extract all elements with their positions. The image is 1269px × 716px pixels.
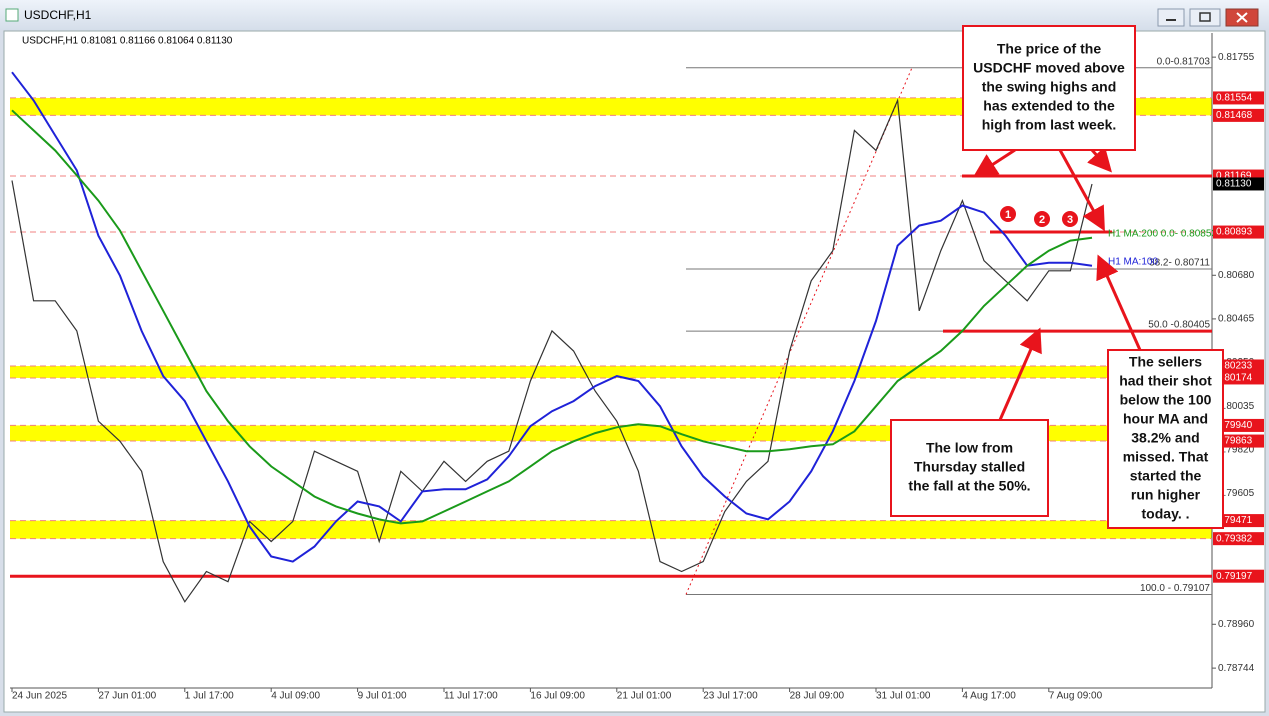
annotation-text: USDCHF moved above: [973, 60, 1125, 76]
marker-label: 1: [1005, 209, 1011, 221]
level-tag: [1213, 371, 1264, 385]
y-tick-label: 0.80465: [1218, 314, 1255, 325]
level-tag: [1213, 514, 1264, 528]
level-tag: [1213, 569, 1264, 583]
y-tick-label: 0.80035: [1218, 401, 1255, 412]
x-tick-label: 4 Jul 09:00: [271, 691, 320, 702]
level-label: 0.81169: [1216, 171, 1252, 182]
level-label: 0.79382: [1216, 533, 1253, 544]
arrow: [1096, 254, 1142, 351]
arrow: [1058, 149, 1105, 232]
zone: [10, 365, 1212, 378]
x-tick-label: 27 Jun 01:00: [98, 691, 156, 702]
annotation-text: the fall at the 50%.: [908, 478, 1030, 494]
level-label: 0.79940: [1216, 420, 1253, 431]
legend-entry: H1 MA:200 0.0- 0.80853: [1108, 228, 1217, 239]
x-tick-label: 24 Jun 2025: [12, 691, 67, 702]
level-tag: [1213, 177, 1264, 191]
level-tag: [1213, 225, 1264, 239]
annotation-box: [1107, 349, 1224, 529]
y-tick-label: 0.79820: [1218, 444, 1255, 455]
annotation-text: started the: [1130, 468, 1202, 484]
annotation-text: missed. That: [1123, 449, 1209, 465]
maximize-icon: [1199, 12, 1211, 22]
annotation-text: the swing highs and: [982, 79, 1117, 95]
ma-line: [11, 109, 1093, 525]
arrow: [1087, 146, 1112, 173]
x-tick-label: 11 Jul 17:00: [444, 691, 498, 702]
x-tick-label: 31 Jul 01:00: [876, 691, 931, 702]
annotation-text: The price of the: [997, 41, 1101, 57]
marker: [1062, 211, 1078, 227]
x-tick-label: 4 Aug 17:00: [962, 691, 1016, 702]
zone: [10, 520, 1212, 539]
annotation-box: [962, 25, 1136, 151]
annotation-text: Thursday stalled: [914, 459, 1025, 475]
price-line: [11, 98, 1093, 603]
level-label: 0.81554: [1216, 93, 1253, 104]
annotation-text: The sellers: [1129, 354, 1202, 370]
level-label: 0.79197: [1216, 571, 1253, 582]
level-label: 0.80233: [1216, 361, 1253, 372]
marker-label: 2: [1039, 214, 1045, 226]
window-title: USDCHF,H1: [24, 8, 92, 22]
fib-label: 0.0-0.81703: [1157, 56, 1211, 67]
y-tick-label: 0.80680: [1218, 270, 1255, 281]
chart-header: USDCHF,H1 0.81081 0.81166 0.81064 0.8113…: [22, 36, 233, 47]
window-icon: [5, 8, 19, 22]
annotation-text: below the 100: [1120, 392, 1212, 408]
annotation-text: high from last week.: [982, 117, 1117, 133]
level-tag: [1213, 532, 1264, 546]
level-label: 0.81468: [1216, 110, 1253, 121]
annotation-text: hour MA and: [1123, 411, 1208, 427]
level-tag: [1213, 359, 1264, 373]
y-tick-label: 0.78960: [1218, 619, 1255, 630]
arrows: [972, 146, 1142, 421]
level-tag: [1213, 434, 1264, 448]
x-tick-label: 1 Jul 17:00: [185, 691, 234, 702]
fib-diagonal: [685, 67, 913, 595]
x-tick-label: 7 Aug 09:00: [1049, 691, 1103, 702]
level-label: 0.81130: [1216, 179, 1252, 190]
annotation-text: 38.2% and: [1131, 430, 1199, 446]
annotation-text: had their shot: [1119, 373, 1212, 389]
x-tick-label: 9 Jul 01:00: [358, 691, 407, 702]
fib-label: 100.0 - 0.79107: [1140, 583, 1210, 594]
x-tick-label: 23 Jul 17:00: [703, 691, 758, 702]
zone: [10, 97, 1212, 116]
arrow: [998, 327, 1042, 421]
x-tick-label: 28 Jul 09:00: [790, 691, 845, 702]
arrow: [972, 148, 1016, 178]
maximize-button[interactable]: [1189, 8, 1221, 27]
level-label: 0.80893: [1216, 227, 1253, 238]
y-tick-label: 0.78744: [1218, 663, 1255, 674]
level-tag: [1213, 418, 1264, 432]
fib-label: 38.2- 0.80711: [1149, 258, 1210, 269]
fib-label: 50.0 -0.80405: [1148, 320, 1210, 331]
y-tick-label: 0.79605: [1218, 488, 1255, 499]
marker-label: 3: [1067, 214, 1073, 226]
marker: [1034, 211, 1050, 227]
level-tag: [1213, 91, 1264, 105]
x-tick-label: 21 Jul 01:00: [617, 691, 672, 702]
level-tag: [1213, 108, 1264, 122]
minimize-button[interactable]: [1157, 8, 1185, 27]
x-tick-label: 16 Jul 09:00: [530, 691, 585, 702]
annotation-box: [890, 419, 1049, 517]
legend-entry: H1 MA:100: [1108, 256, 1158, 267]
ma-line: [11, 71, 1093, 563]
close-icon: [1236, 12, 1248, 23]
level-label: 0.79863: [1216, 436, 1253, 447]
annotation-text: run higher: [1131, 487, 1201, 503]
level-label: 0.80174: [1216, 373, 1253, 384]
annotation-text: today. .: [1142, 506, 1190, 522]
annotation-text: The low from: [926, 440, 1013, 456]
annotation-text: has extended to the: [983, 98, 1115, 114]
level-label: 0.79471: [1216, 515, 1253, 526]
marker: [1000, 206, 1016, 222]
y-tick-label: 0.81755: [1218, 52, 1255, 63]
